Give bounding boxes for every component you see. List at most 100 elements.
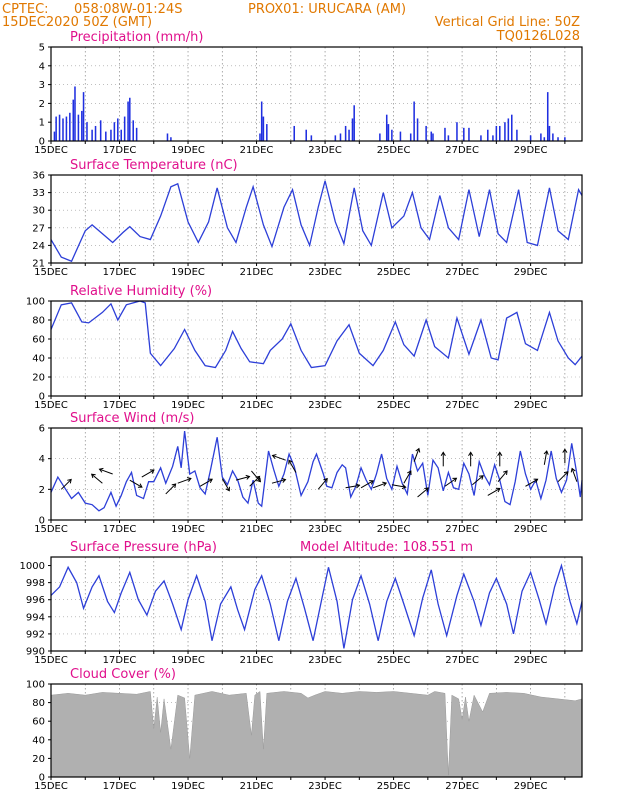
precip-bar	[132, 120, 134, 141]
pressure-ytick-label: 994	[26, 612, 45, 623]
temperature-title: Surface Temperature (nC)	[70, 158, 238, 173]
humidity-ytick-label: 100	[26, 297, 45, 308]
precip-bar	[334, 135, 337, 141]
wind-vector-head	[186, 477, 192, 482]
temperature-xtick-label: 23DEC	[308, 267, 342, 278]
humidity-line	[50, 300, 583, 369]
chart-header: CPTEC: 058:08W-01:24S PROX01: URUCARA (A…	[2, 2, 580, 44]
header-run-date: 15DEC2020 50Z (GMT)	[2, 15, 152, 30]
wind-vector-head	[90, 473, 96, 479]
precipitation-xtick-label: 17DEC	[103, 145, 137, 156]
wind-xtick-label: 25DEC	[377, 524, 411, 535]
pressure-panel: Surface Pressure (hPa) Model Altitude: 10…	[20, 540, 583, 666]
wind-vector-head	[271, 454, 277, 459]
precip-bar	[113, 122, 116, 141]
precip-bar	[492, 135, 494, 141]
precipitation-panel: Precipitation (mm/h) 0 1 2 3 4 5 15DEC 17DEC 19DE…	[34, 30, 583, 156]
cloud-cover-area	[50, 690, 583, 778]
cloud-cover-ytick-label: 40	[32, 735, 45, 746]
precip-bar	[387, 124, 390, 141]
wind-xtick-label: 23DEC	[308, 524, 342, 535]
pressure-xtick-label: 19DEC	[171, 655, 205, 666]
precip-bar	[495, 125, 498, 141]
humidity-title: Relative Humidity (%)	[70, 284, 212, 299]
precip-bar	[77, 114, 80, 141]
precip-bar	[499, 125, 501, 141]
humidity-xtick-label: 29DEC	[514, 400, 548, 411]
precip-bar	[564, 137, 566, 141]
precip-bar	[259, 133, 261, 141]
precipitation-ytick-label: 5	[39, 43, 45, 54]
precip-bar	[110, 129, 112, 141]
precip-bar	[117, 118, 119, 141]
wind-vector-head	[407, 470, 412, 476]
precipitation-xtick-label: 25DEC	[377, 145, 411, 156]
wind-vector-head	[245, 474, 251, 480]
temperature-line	[50, 180, 583, 263]
wind-vector-head	[382, 481, 388, 487]
temperature-ytick-label: 36	[32, 171, 45, 182]
temperature-xtick-label: 27DEC	[445, 267, 479, 278]
precip-bar	[516, 129, 518, 141]
pressure-xtick-label: 29DEC	[514, 655, 548, 666]
precipitation-title: Precipitation (mm/h)	[70, 30, 203, 45]
precip-bar	[262, 116, 265, 141]
precip-bar	[94, 125, 97, 141]
precip-bar	[166, 133, 169, 141]
wind-vector-head	[369, 480, 374, 485]
wind-xtick-label: 15DEC	[34, 524, 68, 535]
temperature-xtick-label: 19DEC	[171, 267, 205, 278]
pressure-xtick-label: 23DEC	[308, 655, 342, 666]
wind-vector	[345, 484, 360, 489]
precip-bar	[53, 131, 56, 141]
precip-bar	[348, 129, 350, 141]
temperature-panel: Surface Temperature (nC) 21 24 27 30 33 36 15DE…	[32, 158, 583, 278]
wind-vector	[497, 470, 508, 482]
precip-bar	[86, 122, 88, 141]
precipitation-xtick-label: 27DEC	[445, 145, 479, 156]
wind-vector	[571, 468, 578, 482]
panels-group: Precipitation (mm/h) 0 1 2 3 4 5 15DEC 17DEC 19DE…	[20, 30, 583, 792]
wind-panel: Surface Wind (m/s) 0 2 4 6 15DEC 17DEC 19DEC 21D…	[34, 411, 583, 535]
wind-vector-head	[225, 486, 230, 492]
wind-vector-head	[208, 478, 213, 484]
precip-bar	[58, 114, 61, 141]
precipitation-xtick-label: 15DEC	[34, 145, 68, 156]
wind-ytick-label: 2	[39, 485, 45, 496]
cloud-cover-ytick-label: 20	[32, 754, 45, 765]
humidity-ytick-label: 0	[39, 392, 45, 403]
cloud-cover-xtick-label: 29DEC	[514, 781, 548, 792]
temperature-ytick-label: 21	[32, 259, 45, 270]
wind-vector	[360, 480, 374, 489]
precip-bar	[69, 112, 71, 141]
humidity-xtick-label: 23DEC	[308, 400, 342, 411]
wind-vector	[543, 450, 548, 465]
pressure-ytick-label: 1000	[20, 561, 45, 572]
header-coordinates: 058:08W-01:24S	[74, 2, 182, 17]
wind-vector	[165, 483, 177, 495]
cloud-cover-ytick-label: 80	[32, 698, 45, 709]
precip-bar	[62, 118, 64, 141]
precipitation-frame	[50, 46, 583, 142]
wind-vector-head	[98, 467, 104, 473]
wind-vector	[525, 478, 538, 487]
precip-bar	[456, 122, 458, 141]
precip-bar	[511, 114, 513, 141]
pressure-xtick-label: 15DEC	[34, 655, 68, 666]
temperature-xtick-label: 17DEC	[103, 267, 137, 278]
pressure-ytick-label: 998	[26, 578, 45, 589]
precip-bar	[463, 127, 465, 141]
precip-bar	[55, 116, 57, 141]
pressure-frame	[50, 556, 583, 652]
precipitation-ytick-label: 2	[39, 99, 45, 110]
pressure-ytick-label: 990	[26, 647, 45, 658]
humidity-panel: Relative Humidity (%) 0 20 40 60 80 100 15DEC 17…	[26, 284, 583, 411]
wind-vector-head	[171, 483, 177, 489]
wind-ytick-label: 6	[39, 424, 45, 435]
precip-bar	[430, 131, 433, 141]
precipitation-ytick-label: 0	[39, 137, 45, 148]
precip-bar	[557, 137, 559, 141]
precip-bar	[339, 133, 342, 141]
wind-vector	[129, 479, 143, 488]
pressure-annotation: Model Altitude: 108.551 m	[300, 540, 473, 555]
